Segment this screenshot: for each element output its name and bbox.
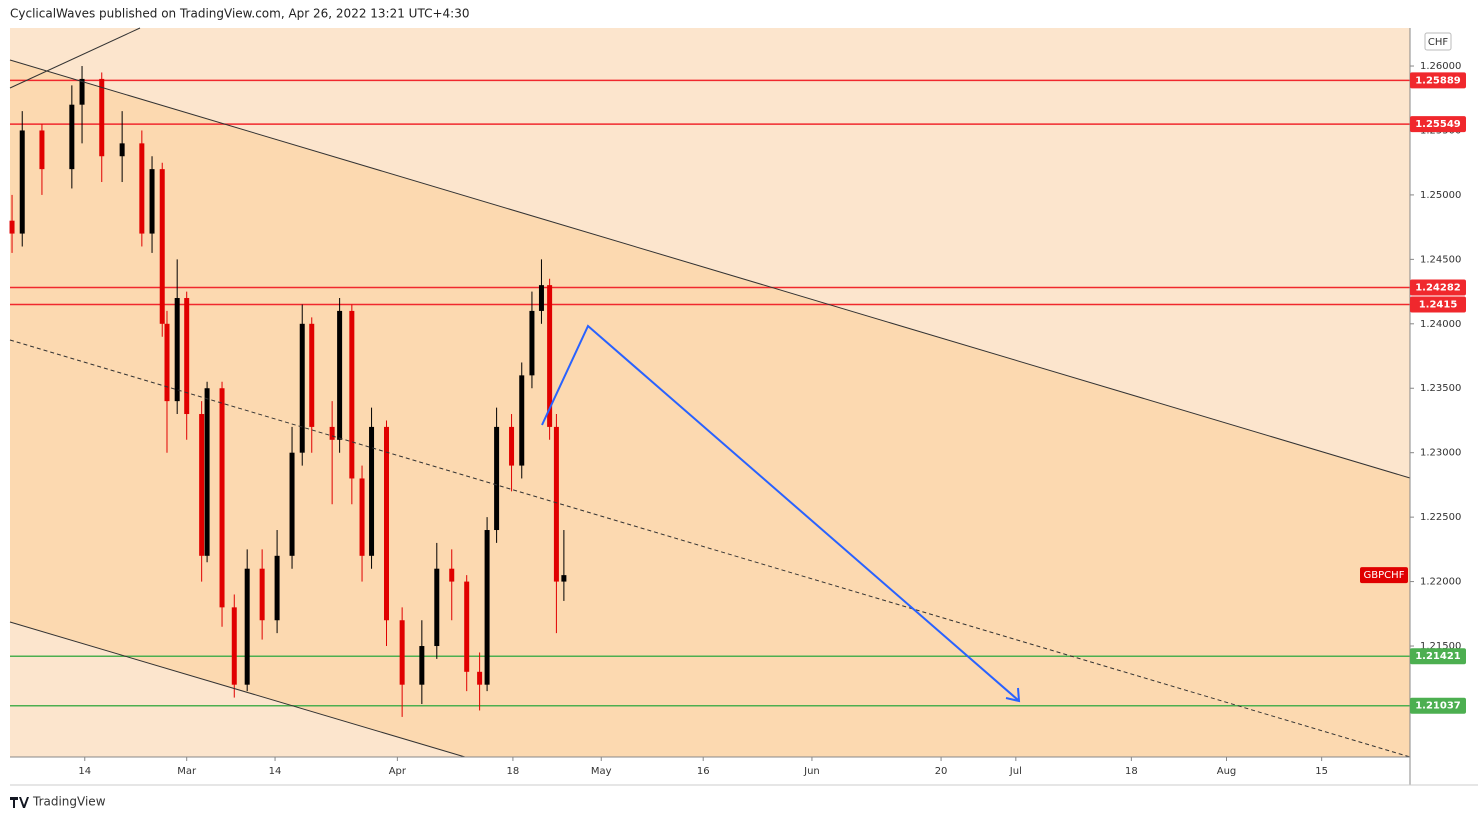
unit-box [1424, 32, 1452, 51]
level-label: 1.21421 [1415, 651, 1461, 662]
y-tick-label: 1.23500 [1420, 383, 1461, 394]
candle-body [464, 581, 470, 672]
channel-top [9, 59, 1411, 479]
x-tick-label: 18 [1125, 766, 1138, 777]
level-tag [1410, 296, 1466, 313]
x-tick-label: Jul [1009, 766, 1022, 777]
level-tag [1410, 116, 1466, 133]
trend-line [9, 27, 141, 89]
candle-body [39, 130, 45, 170]
candle-body [174, 298, 180, 402]
candle-body [369, 426, 375, 556]
candle-body [529, 310, 535, 376]
candle-body [494, 426, 500, 531]
candle-body [561, 575, 567, 582]
x-tick-label: 15 [1315, 766, 1328, 777]
candle-body [139, 143, 145, 234]
level-label: 1.2415 [1419, 299, 1458, 310]
candle-body [274, 555, 280, 621]
x-tick-label: 14 [269, 766, 282, 777]
candle-body [159, 169, 165, 324]
x-tick-label: Apr [389, 766, 407, 777]
channel-bottom [9, 621, 466, 758]
y-tick-label: 1.22000 [1420, 577, 1461, 588]
header: CyclicalWaves published on TradingView.c… [10, 7, 469, 21]
candle-body [164, 323, 170, 402]
candle-body [204, 388, 210, 556]
logo [10, 797, 29, 808]
y-tick-label: 1.25000 [1420, 190, 1461, 201]
candle-body [19, 130, 25, 234]
x-tick-label: 14 [78, 766, 91, 777]
candles [9, 66, 567, 717]
candle-body [449, 568, 455, 582]
y-axis: 1.260001.255001.250001.245001.240001.235… [1360, 61, 1466, 714]
candle-body [244, 568, 250, 685]
candle-body [259, 568, 265, 621]
x-axis: 14 Mar 14 Apr 18 May 16 Jun 20 Jul 18 Aug 15 [78, 757, 1328, 777]
candle-body [199, 414, 205, 556]
y-tick-label: 1.23000 [1420, 448, 1461, 459]
level-tag [1410, 648, 1466, 665]
candle-body [538, 285, 544, 311]
candle-body [509, 426, 515, 466]
symbol-tag [1360, 567, 1408, 584]
candle-body [184, 298, 190, 415]
candle-body [359, 478, 365, 556]
level-label: 1.25889 [1415, 75, 1461, 86]
level-label: 1.25549 [1415, 119, 1461, 130]
candle-body [79, 78, 85, 105]
candle-body [231, 607, 237, 685]
candle-body [553, 426, 559, 582]
arrow-head [1005, 687, 1021, 703]
x-tick-label: 20 [935, 766, 948, 777]
candle-body [309, 323, 315, 427]
candle-body [99, 78, 105, 157]
candle-body [219, 388, 225, 608]
x-tick-label: 18 [507, 766, 520, 777]
candle-body [434, 568, 440, 647]
candle-body [299, 323, 305, 453]
x-tick-label: 16 [697, 766, 710, 777]
candle-body [399, 620, 405, 685]
level-tag [1410, 72, 1466, 89]
y-tick-label: 1.21500 [1420, 641, 1461, 652]
candle-body [337, 310, 343, 440]
x-tick-label: Mar [177, 766, 197, 777]
level-tag [1410, 697, 1466, 714]
symbol-label: GBPCHF [1364, 570, 1405, 581]
x-tick-label: Jun [803, 766, 820, 777]
y-tick-label: 1.24000 [1420, 319, 1461, 330]
candle-body [519, 375, 525, 466]
y-tick-label: 1.24500 [1420, 254, 1461, 265]
x-tick-label: May [591, 766, 612, 777]
y-tick-label: 1.22500 [1420, 512, 1461, 523]
projection-arrow [541, 324, 1019, 701]
y-unit: CHF [1428, 37, 1449, 48]
candle-body [484, 530, 490, 685]
level-label: 1.21037 [1415, 701, 1461, 712]
candle-body [547, 285, 553, 427]
candle-body [119, 143, 125, 157]
candle-body [9, 220, 15, 234]
y-tick-label: 1.26000 [1420, 61, 1461, 72]
levels [10, 79, 1410, 707]
footer-brand: TradingView [32, 795, 106, 809]
candle-body [419, 646, 425, 685]
level-label: 1.24282 [1415, 282, 1461, 293]
candle-body [384, 426, 390, 621]
x-tick-label: Aug [1217, 766, 1237, 777]
channel-fill [10, 60, 1410, 757]
candle-body [289, 452, 295, 556]
candle-body [329, 426, 335, 440]
candle-body [69, 104, 75, 170]
channel-mid [9, 339, 1411, 758]
candle-body [477, 671, 483, 685]
level-tag [1410, 279, 1466, 296]
candle-body [149, 169, 155, 234]
candle-body [349, 310, 355, 479]
